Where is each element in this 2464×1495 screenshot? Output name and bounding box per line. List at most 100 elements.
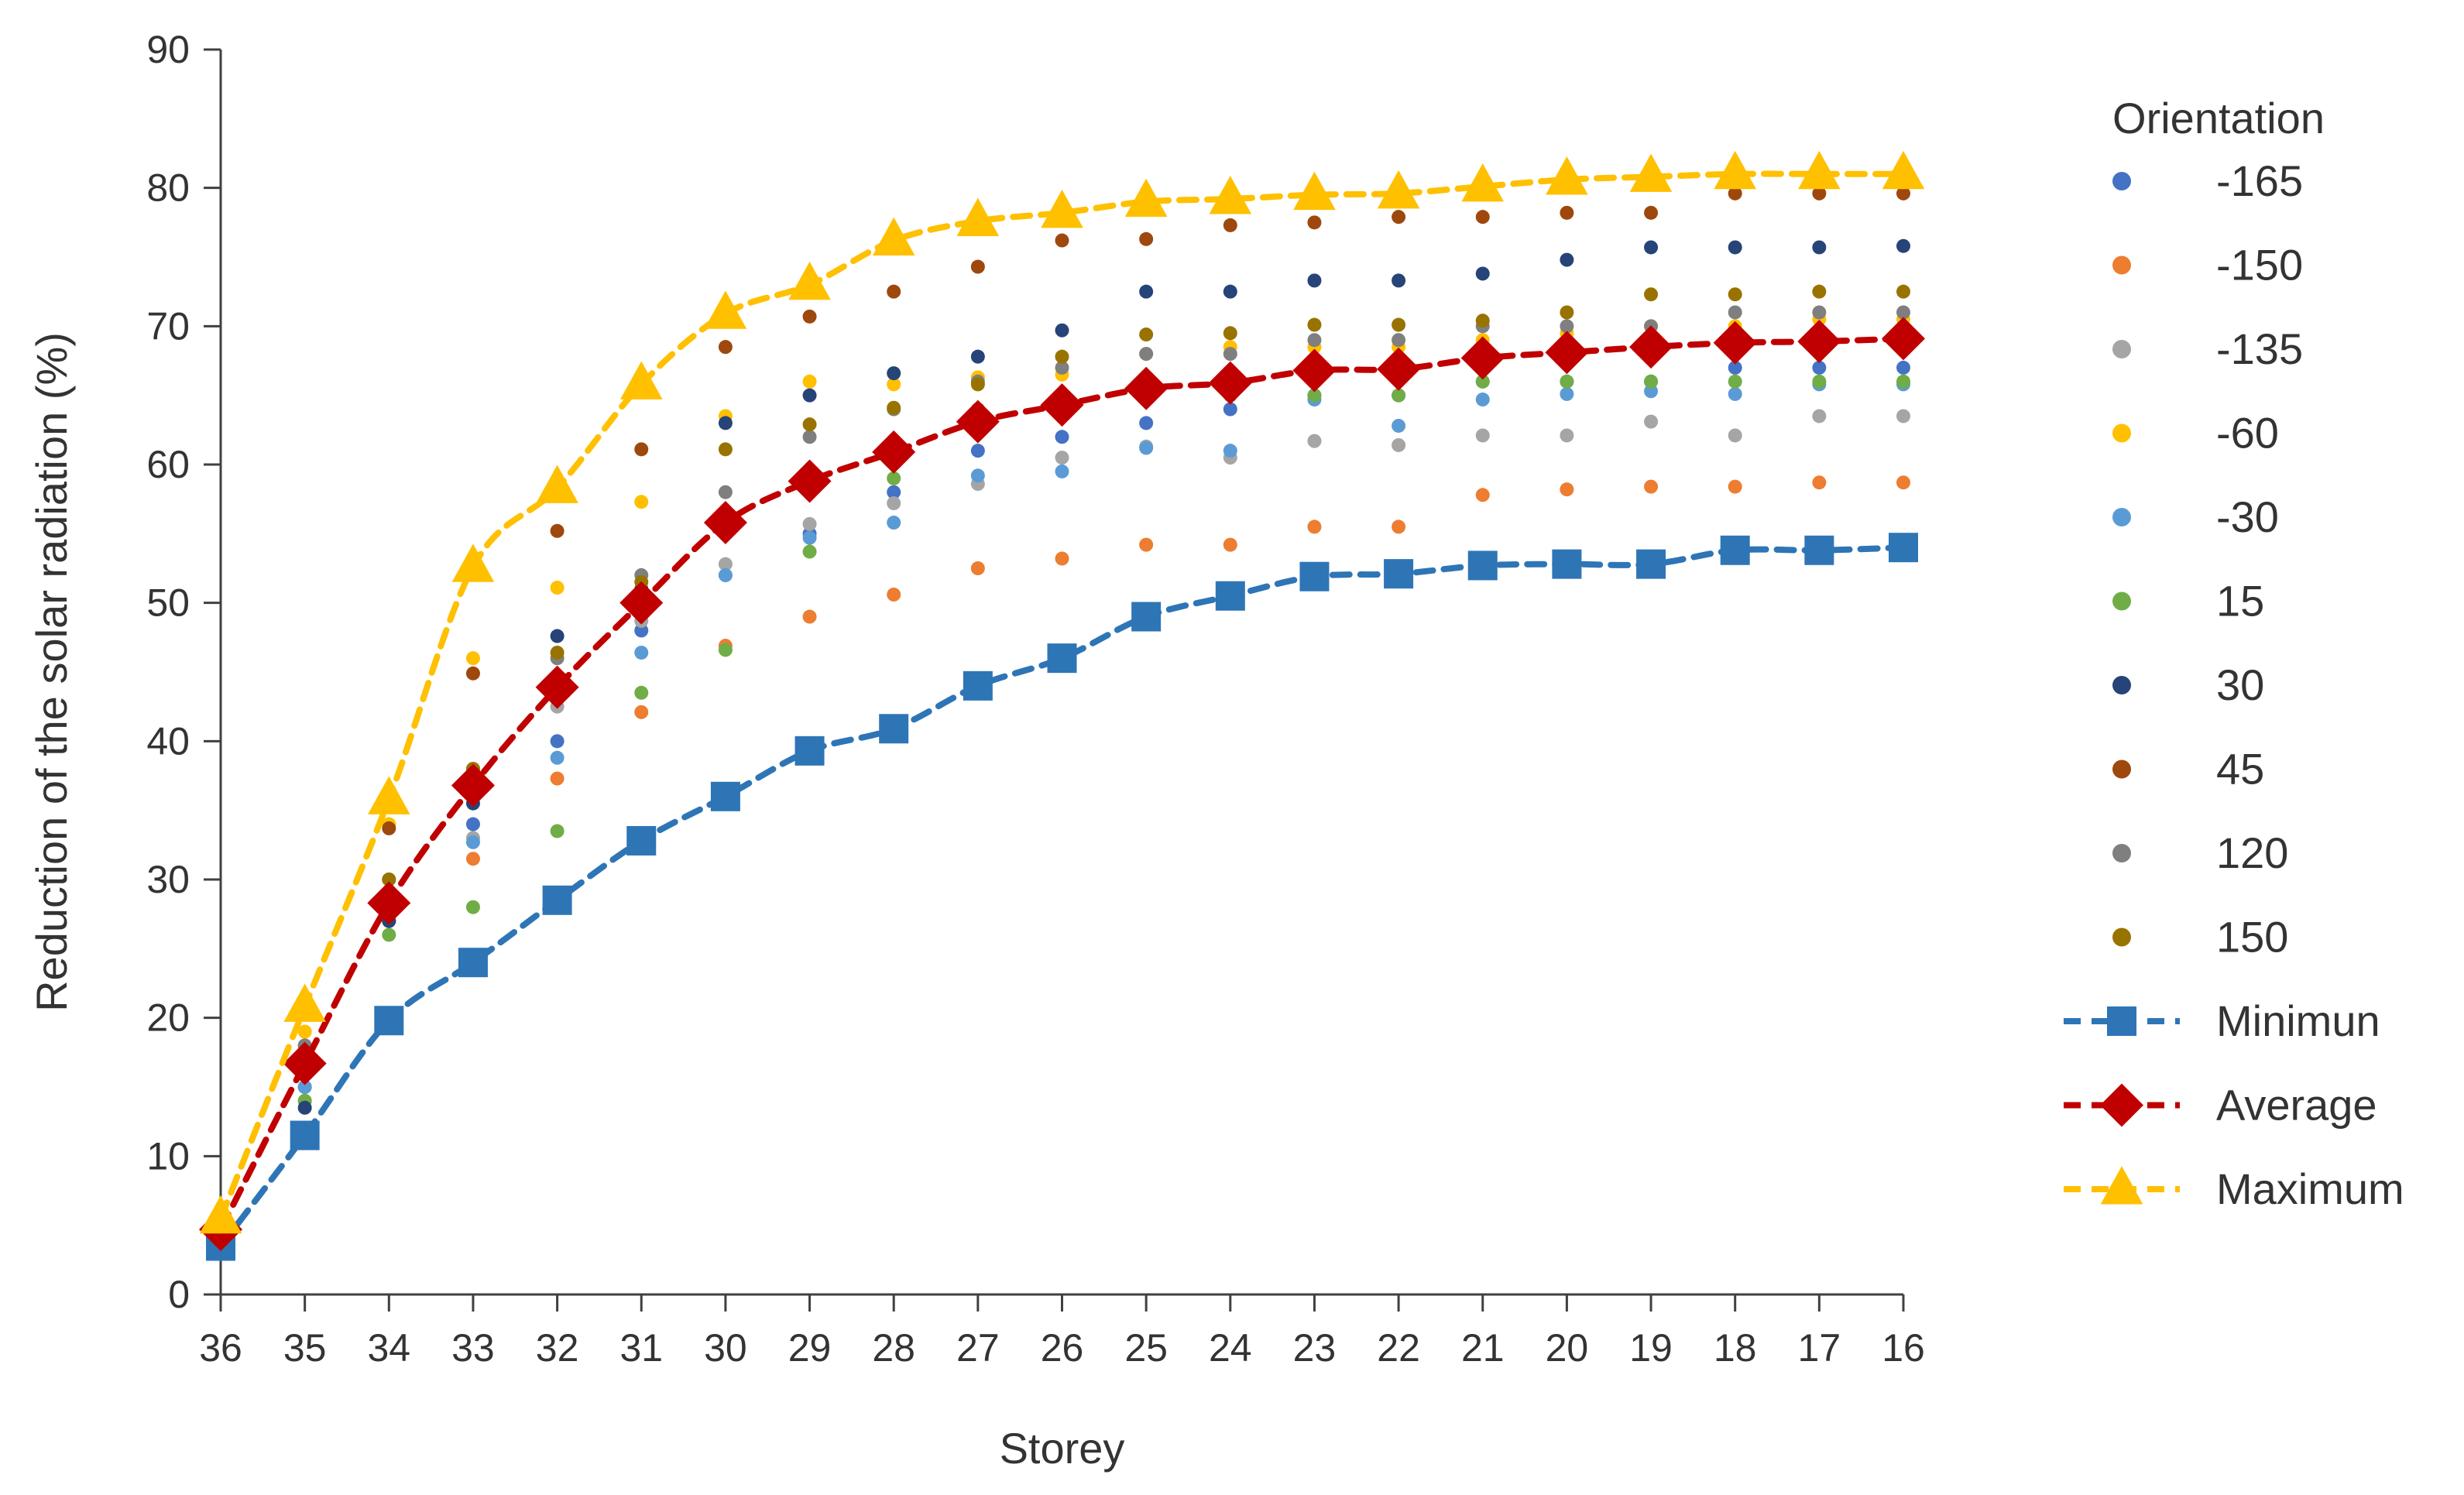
legend-item-150: 150 <box>2112 913 2288 962</box>
point-15-16 <box>1896 374 1910 389</box>
point-15-30 <box>718 643 733 657</box>
legend-item-30: -30 <box>2112 492 2279 541</box>
point-120-29 <box>802 430 817 444</box>
legend-symbol-15 <box>2112 591 2131 611</box>
marker-maximum-24 <box>1209 176 1252 214</box>
marker-average-26 <box>1040 383 1084 427</box>
legend-item-135: -135 <box>2112 324 2303 373</box>
marker-average-21 <box>1460 336 1505 380</box>
point-150-29 <box>802 417 817 432</box>
point-150-29 <box>802 609 817 624</box>
legend-label-minimun: Minimun <box>2216 996 2380 1045</box>
x-tick-label-32: 32 <box>536 1326 579 1370</box>
point-165-32 <box>550 734 565 749</box>
x-tick-label-23: 23 <box>1293 1326 1337 1370</box>
legend-label-150: 150 <box>2216 913 2288 962</box>
x-tick-label-17: 17 <box>1798 1326 1841 1370</box>
point-150-22 <box>1392 317 1406 332</box>
x-tick-label-25: 25 <box>1124 1326 1168 1370</box>
legend-item-150: -150 <box>2112 241 2303 290</box>
x-tick-label-34: 34 <box>367 1326 410 1370</box>
marker-minimun-23 <box>1299 561 1330 591</box>
point-120-25 <box>1139 347 1154 362</box>
point-15-22 <box>1392 388 1406 403</box>
marker-minimun-32 <box>542 885 572 915</box>
point-45-28 <box>887 284 901 299</box>
point-120-30 <box>718 485 733 499</box>
legend-symbol-135 <box>2112 340 2131 358</box>
legend-symbol-150 <box>2112 928 2131 947</box>
legend-symbol-45 <box>2112 760 2131 779</box>
marker-maximum-29 <box>788 261 831 300</box>
marker-maximum-18 <box>1714 150 1756 190</box>
marker-maximum-23 <box>1293 171 1336 211</box>
marker-average-16 <box>1882 317 1925 361</box>
point-120-26 <box>1055 360 1069 375</box>
y-tick-label-40: 40 <box>146 719 190 763</box>
legend-label-165: -165 <box>2216 156 2303 205</box>
point-150-17 <box>1812 475 1827 490</box>
x-tick-label-28: 28 <box>872 1326 915 1370</box>
point-150-22 <box>1392 519 1406 534</box>
x-tick-label-19: 19 <box>1629 1326 1673 1370</box>
point-30-23 <box>1307 273 1322 288</box>
point-45-21 <box>1475 210 1490 225</box>
point-45-18 <box>1728 186 1742 201</box>
point-30-16 <box>1896 238 1910 253</box>
point-30-19 <box>1644 384 1659 399</box>
legend-label-15: 15 <box>2216 577 2264 626</box>
x-tick-label-31: 31 <box>619 1326 663 1370</box>
marker-maximum-25 <box>1124 178 1168 218</box>
series-minimun <box>206 533 1918 1261</box>
y-tick-label-70: 70 <box>146 304 190 348</box>
point-30-24 <box>1223 284 1237 299</box>
point-30-25 <box>1139 284 1154 299</box>
point-150-21 <box>1475 314 1490 328</box>
marker-minimun-34 <box>374 1006 404 1036</box>
marker-maximum-34 <box>368 776 410 814</box>
x-tick-label-36: 36 <box>199 1326 242 1370</box>
legend-item-60: -60 <box>2112 409 2279 458</box>
point-165-24 <box>1223 402 1237 417</box>
y-tick-label-0: 0 <box>168 1273 190 1316</box>
point-30-29 <box>802 388 817 403</box>
series-150 <box>214 284 1910 1246</box>
marker-average-29 <box>788 459 832 503</box>
point-30-35 <box>297 1080 312 1094</box>
x-tick-label-26: 26 <box>1041 1326 1084 1370</box>
point-15-17 <box>1812 374 1827 389</box>
point-30-31 <box>634 645 649 660</box>
point-135-20 <box>1560 428 1574 443</box>
legend-symbol-150 <box>2112 255 2131 275</box>
point-30-30 <box>718 416 733 430</box>
point-120-24 <box>1223 347 1237 362</box>
legend-label-135: -135 <box>2216 324 2303 373</box>
marker-minimun-16 <box>1889 533 1918 563</box>
point-45-31 <box>634 442 649 457</box>
marker-maximum-35 <box>283 983 326 1022</box>
point-165-17 <box>1812 360 1827 375</box>
point-60-31 <box>634 495 649 509</box>
point-15-29 <box>802 544 817 559</box>
point-150-20 <box>1560 482 1574 497</box>
marker-minimun-29 <box>794 735 825 766</box>
marker-minimun-24 <box>1215 581 1245 611</box>
marker-average-28 <box>872 430 916 474</box>
summary-lines <box>199 150 1925 1261</box>
marker-maximum-20 <box>1546 156 1588 195</box>
point-135-23 <box>1307 434 1322 448</box>
y-tick-label-20: 20 <box>146 996 190 1040</box>
point-150-23 <box>1307 519 1322 534</box>
point-150-32 <box>550 645 565 660</box>
series-15 <box>214 374 1910 1246</box>
point-165-31 <box>634 623 649 638</box>
point-120-22 <box>1392 333 1406 348</box>
marker-average-20 <box>1545 331 1589 375</box>
point-30-21 <box>1475 393 1490 407</box>
point-165-26 <box>1055 430 1069 444</box>
point-45-20 <box>1560 205 1574 220</box>
point-165-33 <box>465 817 480 832</box>
point-135-17 <box>1812 409 1827 423</box>
marker-maximum-16 <box>1882 150 1925 190</box>
point-30-28 <box>887 516 901 530</box>
